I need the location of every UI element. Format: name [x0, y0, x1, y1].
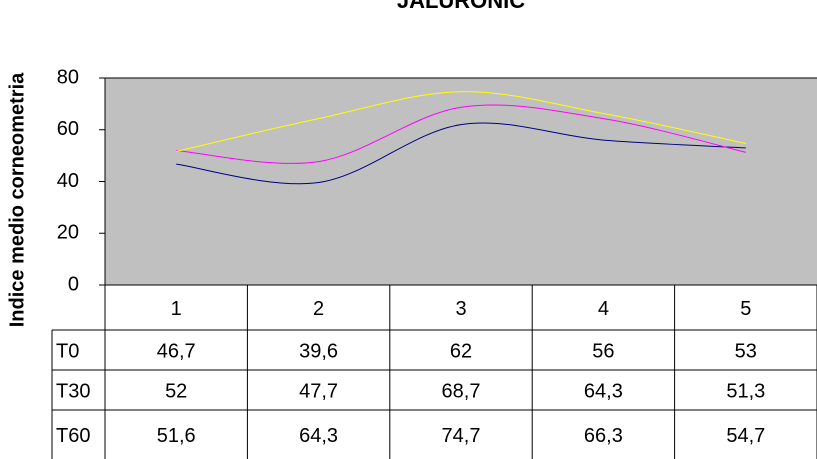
table-cell: 62 — [450, 340, 472, 362]
y-axis-label: Indice medio corneometria — [6, 72, 28, 327]
x-tick-label: 3 — [455, 298, 466, 320]
table-cell: 51,3 — [726, 380, 765, 402]
legend-label: T30 — [56, 380, 90, 402]
table-cell: 51,6 — [157, 425, 196, 447]
plot-area — [105, 78, 817, 285]
table-cell: 64,3 — [584, 380, 623, 402]
y-tick-label: 0 — [68, 273, 79, 295]
x-tick-label: 4 — [598, 298, 609, 320]
table-cell: 56 — [592, 340, 614, 362]
table-cell: 68,7 — [442, 380, 481, 402]
y-tick-label: 60 — [57, 118, 79, 140]
table-cell: 53 — [735, 340, 757, 362]
x-tick-label: 2 — [313, 298, 324, 320]
table-cell: 46,7 — [157, 340, 196, 362]
table-cell: 54,7 — [726, 425, 765, 447]
table-cell: 52 — [165, 380, 187, 402]
series-line — [176, 91, 746, 152]
x-tick-label: 5 — [740, 298, 751, 320]
legend-label: T60 — [56, 425, 90, 447]
series-line — [176, 122, 746, 185]
x-tick-label: 1 — [171, 298, 182, 320]
table-cell: 74,7 — [442, 425, 481, 447]
table-cell: 64,3 — [299, 425, 338, 447]
y-tick-label: 20 — [57, 222, 79, 244]
legend-label: T0 — [56, 340, 79, 362]
y-tick-label: 80 — [57, 66, 79, 88]
y-tick-label: 40 — [57, 170, 79, 192]
chart-title: JALURONIC — [397, 0, 525, 13]
series-line — [176, 104, 746, 164]
table-cell: 47,7 — [299, 380, 338, 402]
table-cell: 39,6 — [299, 340, 338, 362]
table-cell: 66,3 — [584, 425, 623, 447]
